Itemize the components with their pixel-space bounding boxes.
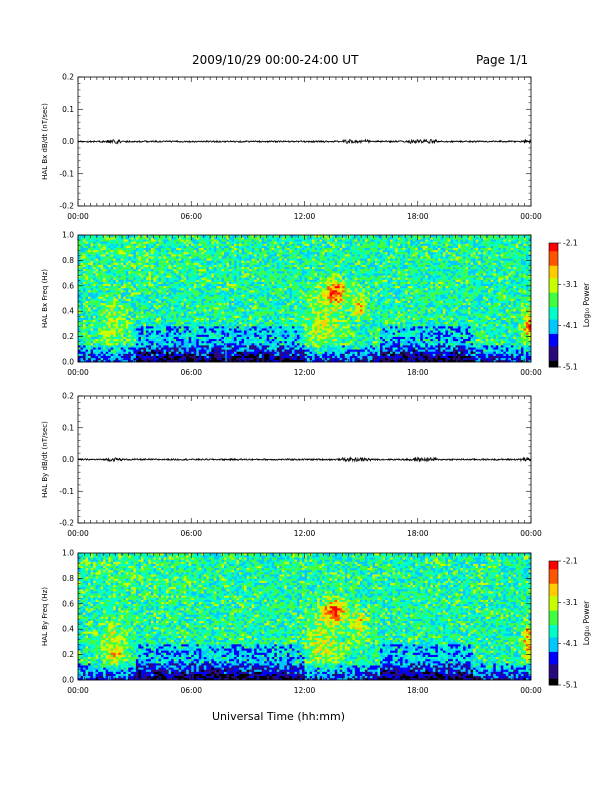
x-tick-label: 06:00 bbox=[180, 529, 202, 538]
x-axis-0: 00:00 06:00 12:00 18:00 00:00 bbox=[67, 77, 542, 221]
x-tick-label: 06:00 bbox=[180, 212, 202, 221]
x-tick-label: 18:00 bbox=[407, 686, 429, 695]
x-axis-2: 00:00 06:00 12:00 18:00 00:00 bbox=[67, 396, 542, 538]
colorbar-tick-label: -5.1 bbox=[563, 681, 578, 690]
y-tick-label: 0.4 bbox=[62, 307, 74, 316]
x-tick-label: 00:00 bbox=[520, 368, 542, 377]
colorbar-tick-label: -5.1 bbox=[563, 363, 578, 372]
x-axis-3: 00:00 06:00 12:00 18:00 00:00 bbox=[67, 553, 542, 695]
x-tick-label: 06:00 bbox=[180, 368, 202, 377]
colorbar-label: Log₁₀ Power bbox=[582, 282, 591, 327]
y-tick-label: -0.1 bbox=[59, 169, 74, 178]
x-tick-label: 00:00 bbox=[67, 529, 89, 538]
x-tick-label: 00:00 bbox=[67, 368, 89, 377]
colorbar-tick-label: -4.1 bbox=[563, 639, 578, 648]
y-axis-3: 1.0 0.8 0.6 0.4 0.2 0.0 HAL By Freq (Hz) bbox=[41, 549, 531, 685]
x-tick-label: 12:00 bbox=[294, 529, 316, 538]
y-tick-label: 0.2 bbox=[62, 332, 74, 341]
y-tick-label: 0.4 bbox=[62, 625, 74, 634]
colorbar-tick-label: -2.1 bbox=[563, 557, 578, 566]
page-number: Page 1/1 bbox=[476, 53, 528, 67]
x-tick-label: 12:00 bbox=[294, 686, 316, 695]
y-tick-label: -0.2 bbox=[59, 519, 74, 528]
line-panel-2 bbox=[77, 456, 532, 463]
y-tick-label: 0.2 bbox=[62, 650, 74, 659]
x-tick-label: 18:00 bbox=[407, 368, 429, 377]
y-tick-label: 0.6 bbox=[62, 281, 74, 290]
heatmap-3 bbox=[78, 553, 532, 681]
line-panel-0 bbox=[77, 138, 532, 145]
y-tick-label: 0.0 bbox=[62, 137, 74, 146]
y-tick-label: 0.6 bbox=[62, 599, 74, 608]
x-tick-label: 18:00 bbox=[407, 212, 429, 221]
y-axis-0: 0.2 0.1 0.0 -0.1 -0.2 HAL Bx dB/dt (nT/sec) bbox=[41, 73, 531, 211]
colorbar-frame bbox=[548, 242, 559, 368]
y-axis-label: HAL Bx dB/dt (nT/sec) bbox=[41, 103, 49, 180]
y-tick-label: 1.0 bbox=[62, 231, 74, 240]
x-tick-label: 00:00 bbox=[520, 686, 542, 695]
x-tick-label: 00:00 bbox=[67, 212, 89, 221]
colorbar-1: -2.1 -3.1 -4.1 -5.1 Log₁₀ Power bbox=[548, 239, 591, 372]
y-tick-label: -0.2 bbox=[59, 202, 74, 211]
x-tick-label: 12:00 bbox=[294, 368, 316, 377]
y-tick-label: 0.0 bbox=[62, 455, 74, 464]
y-tick-label: 0.2 bbox=[62, 73, 74, 82]
x-tick-label: 00:00 bbox=[520, 529, 542, 538]
y-tick-label: -0.1 bbox=[59, 487, 74, 496]
y-tick-label: 0.0 bbox=[62, 358, 74, 367]
y-tick-label: 0.2 bbox=[62, 392, 74, 401]
colorbar-tick-label: -4.1 bbox=[563, 321, 578, 330]
colorbar-tick-label: -3.1 bbox=[563, 598, 578, 607]
x-tick-label: 18:00 bbox=[407, 529, 429, 538]
x-tick-label: 00:00 bbox=[520, 212, 542, 221]
x-axis-label: Universal Time (hh:mm) bbox=[212, 710, 345, 723]
data-gap-stripe bbox=[225, 292, 227, 362]
y-tick-label: 0.8 bbox=[62, 574, 74, 583]
y-axis-2: 0.2 0.1 0.0 -0.1 -0.2 HAL By dB/dt (nT/sec) bbox=[41, 392, 531, 528]
colorbar-tick-label: -2.1 bbox=[563, 239, 578, 248]
y-tick-label: 0.1 bbox=[62, 105, 74, 114]
x-axis-1: 00:00 06:00 12:00 18:00 00:00 bbox=[67, 235, 542, 377]
y-tick-label: 0.8 bbox=[62, 256, 74, 265]
page-title: 2009/10/29 00:00-24:00 UT bbox=[192, 53, 358, 67]
x-tick-label: 12:00 bbox=[294, 212, 316, 221]
colorbar-label: Log₁₀ Power bbox=[582, 600, 591, 645]
x-tick-label: 00:00 bbox=[67, 686, 89, 695]
y-tick-label: 1.0 bbox=[62, 549, 74, 558]
colorbar-3: -2.1 -3.1 -4.1 -5.1 Log₁₀ Power bbox=[548, 557, 591, 690]
y-axis-1: 1.0 0.8 0.6 0.4 0.2 0.0 HAL Bx Freq (Hz) bbox=[41, 231, 531, 367]
y-axis-label: HAL By dB/dt (nT/sec) bbox=[41, 421, 49, 498]
colorbar-frame bbox=[548, 560, 559, 686]
y-axis-label: HAL By Freq (Hz) bbox=[41, 587, 49, 646]
y-axis-label: HAL Bx Freq (Hz) bbox=[41, 269, 49, 328]
y-tick-label: 0.0 bbox=[62, 676, 74, 685]
y-tick-label: 0.1 bbox=[62, 423, 74, 432]
colorbar-tick-label: -3.1 bbox=[563, 280, 578, 289]
heatmap-1 bbox=[78, 235, 532, 363]
x-tick-label: 06:00 bbox=[180, 686, 202, 695]
